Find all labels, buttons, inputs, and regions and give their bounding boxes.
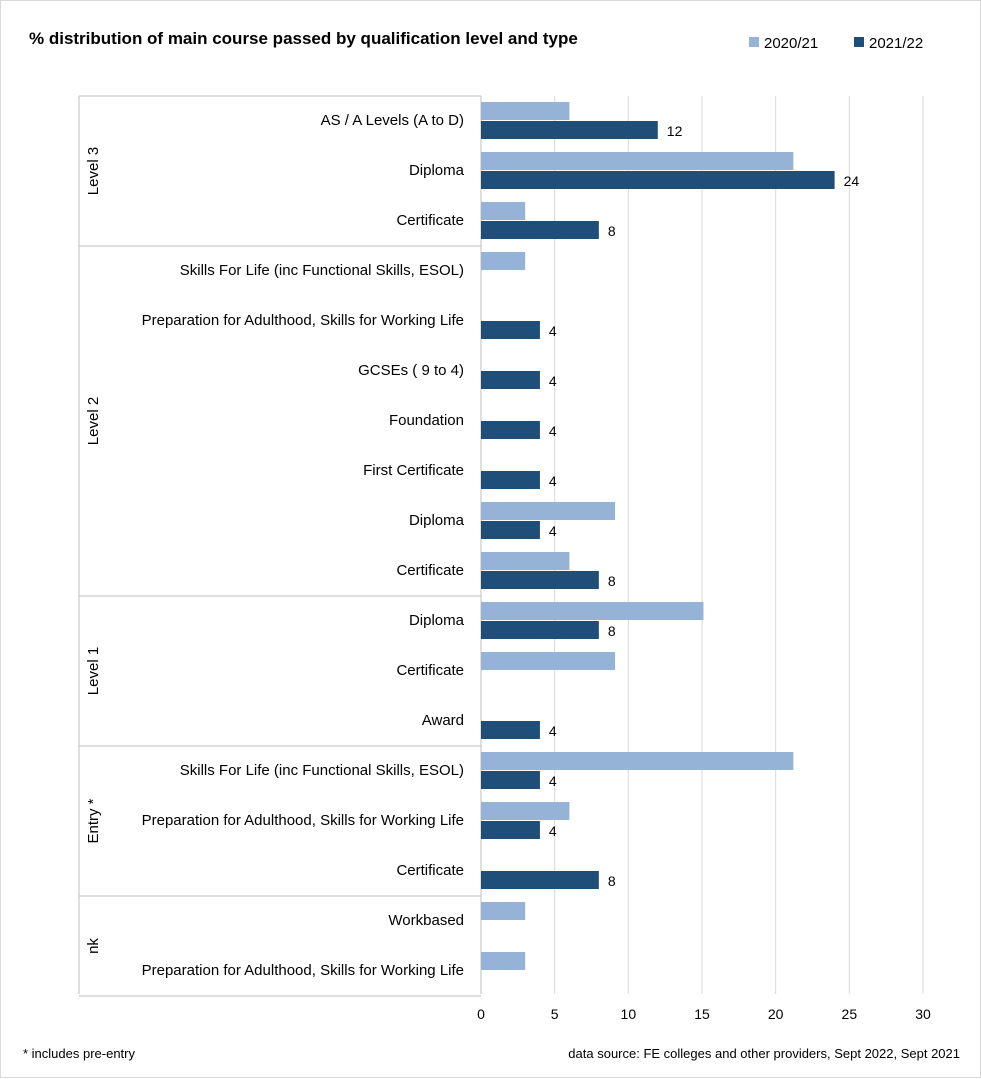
bar-2020-21: [481, 652, 616, 670]
legend-label-2020-21: 2020/21: [764, 35, 818, 52]
chart-title: % distribution of main course passed by …: [29, 29, 578, 48]
category-label: Preparation for Adulthood, Skills for Wo…: [142, 962, 464, 979]
category-label: Certificate: [396, 862, 464, 879]
category-label: Skills For Life (inc Functional Skills, …: [180, 262, 464, 279]
category-label: Preparation for Adulthood, Skills for Wo…: [142, 312, 464, 329]
category-label: Certificate: [396, 212, 464, 229]
bar-2021-22: [481, 721, 540, 739]
data-label-2021-22: 4: [549, 723, 557, 739]
x-tick-label: 15: [694, 1006, 710, 1022]
data-label-2021-22: 8: [608, 623, 616, 639]
bar-2021-22: [481, 421, 540, 439]
legend-label-2021-22: 2021/22: [869, 35, 923, 52]
data-label-2021-22: 4: [549, 323, 557, 339]
data-label-2021-22: 4: [549, 823, 557, 839]
bar-2021-22: [481, 471, 540, 489]
bars: 12 24 8 4 4 4 4 4 8 8 4 4 4 8: [481, 102, 859, 970]
category-label: Certificate: [396, 662, 464, 679]
group-label: Level 1: [85, 647, 102, 695]
data-label-2021-22: 4: [549, 523, 557, 539]
x-tick-label: 20: [768, 1006, 784, 1022]
data-label-2021-22: 8: [608, 573, 616, 589]
category-labels: AS / A Levels (A to D) Diploma Certificate…: [142, 112, 465, 979]
bar-2020-21: [481, 502, 616, 520]
bar-2021-22: [481, 371, 540, 389]
bar-2021-22: [481, 571, 599, 589]
legend-swatch-2020-21: [749, 37, 759, 47]
x-axis-ticks: 0 5 10 15 20 25 30: [477, 1006, 931, 1022]
data-label-2021-22: 8: [608, 223, 616, 239]
footnote: * includes pre-entry: [23, 1046, 135, 1061]
data-label-2021-22: 8: [608, 873, 616, 889]
data-label-2021-22: 4: [549, 423, 557, 439]
category-label: AS / A Levels (A to D): [321, 112, 464, 129]
x-tick-label: 30: [915, 1006, 931, 1022]
bar-2021-22: [481, 871, 599, 889]
bar-2021-22: [481, 621, 599, 639]
bar-2021-22: [481, 171, 835, 189]
group-label: Level 2: [85, 397, 102, 445]
bar-2020-21: [481, 752, 794, 770]
group-label: Level 3: [85, 147, 102, 195]
data-label-2021-22: 24: [844, 173, 860, 189]
bar-2021-22: [481, 321, 540, 339]
bar-2020-21: [481, 602, 704, 620]
x-tick-label: 0: [477, 1006, 485, 1022]
category-label: Award: [422, 712, 464, 729]
category-label: Workbased: [388, 912, 464, 929]
bar-2020-21: [481, 952, 526, 970]
bar-2021-22: [481, 221, 599, 239]
data-source-note: data source: FE colleges and other provi…: [568, 1046, 960, 1061]
data-label-2021-22: 4: [549, 473, 557, 489]
bar-2021-22: [481, 821, 540, 839]
category-label: Diploma: [409, 512, 465, 529]
data-label-2021-22: 4: [549, 373, 557, 389]
bar-2020-21: [481, 152, 794, 170]
group-labels: Level 3 Level 2 Level 1 Entry * nk: [78, 95, 481, 997]
bar-2020-21: [481, 902, 526, 920]
bar-2020-21: [481, 102, 570, 120]
group-label: Entry *: [85, 798, 102, 843]
x-tick-label: 10: [621, 1006, 637, 1022]
category-label: Diploma: [409, 612, 465, 629]
x-tick-label: 5: [551, 1006, 559, 1022]
bar-2021-22: [481, 771, 540, 789]
category-label: Foundation: [389, 412, 464, 429]
category-label: Skills For Life (inc Functional Skills, …: [180, 762, 464, 779]
group-label: nk: [85, 938, 102, 954]
category-label: GCSEs ( 9 to 4): [358, 362, 464, 379]
gridlines: [480, 96, 924, 994]
category-label: First Certificate: [363, 462, 464, 479]
bar-2020-21: [481, 252, 526, 270]
data-label-2021-22: 4: [549, 773, 557, 789]
bar-2020-21: [481, 202, 526, 220]
legend: 2020/21 2021/22: [749, 35, 923, 52]
bar-2021-22: [481, 521, 540, 539]
data-label-2021-22: 12: [667, 123, 683, 139]
category-label: Preparation for Adulthood, Skills for Wo…: [142, 812, 464, 829]
bar-2020-21: [481, 802, 570, 820]
bar-2021-22: [481, 121, 658, 139]
bar-2020-21: [481, 552, 570, 570]
legend-swatch-2021-22: [854, 37, 864, 47]
category-label: Certificate: [396, 562, 464, 579]
x-tick-label: 25: [842, 1006, 858, 1022]
category-label: Diploma: [409, 162, 465, 179]
